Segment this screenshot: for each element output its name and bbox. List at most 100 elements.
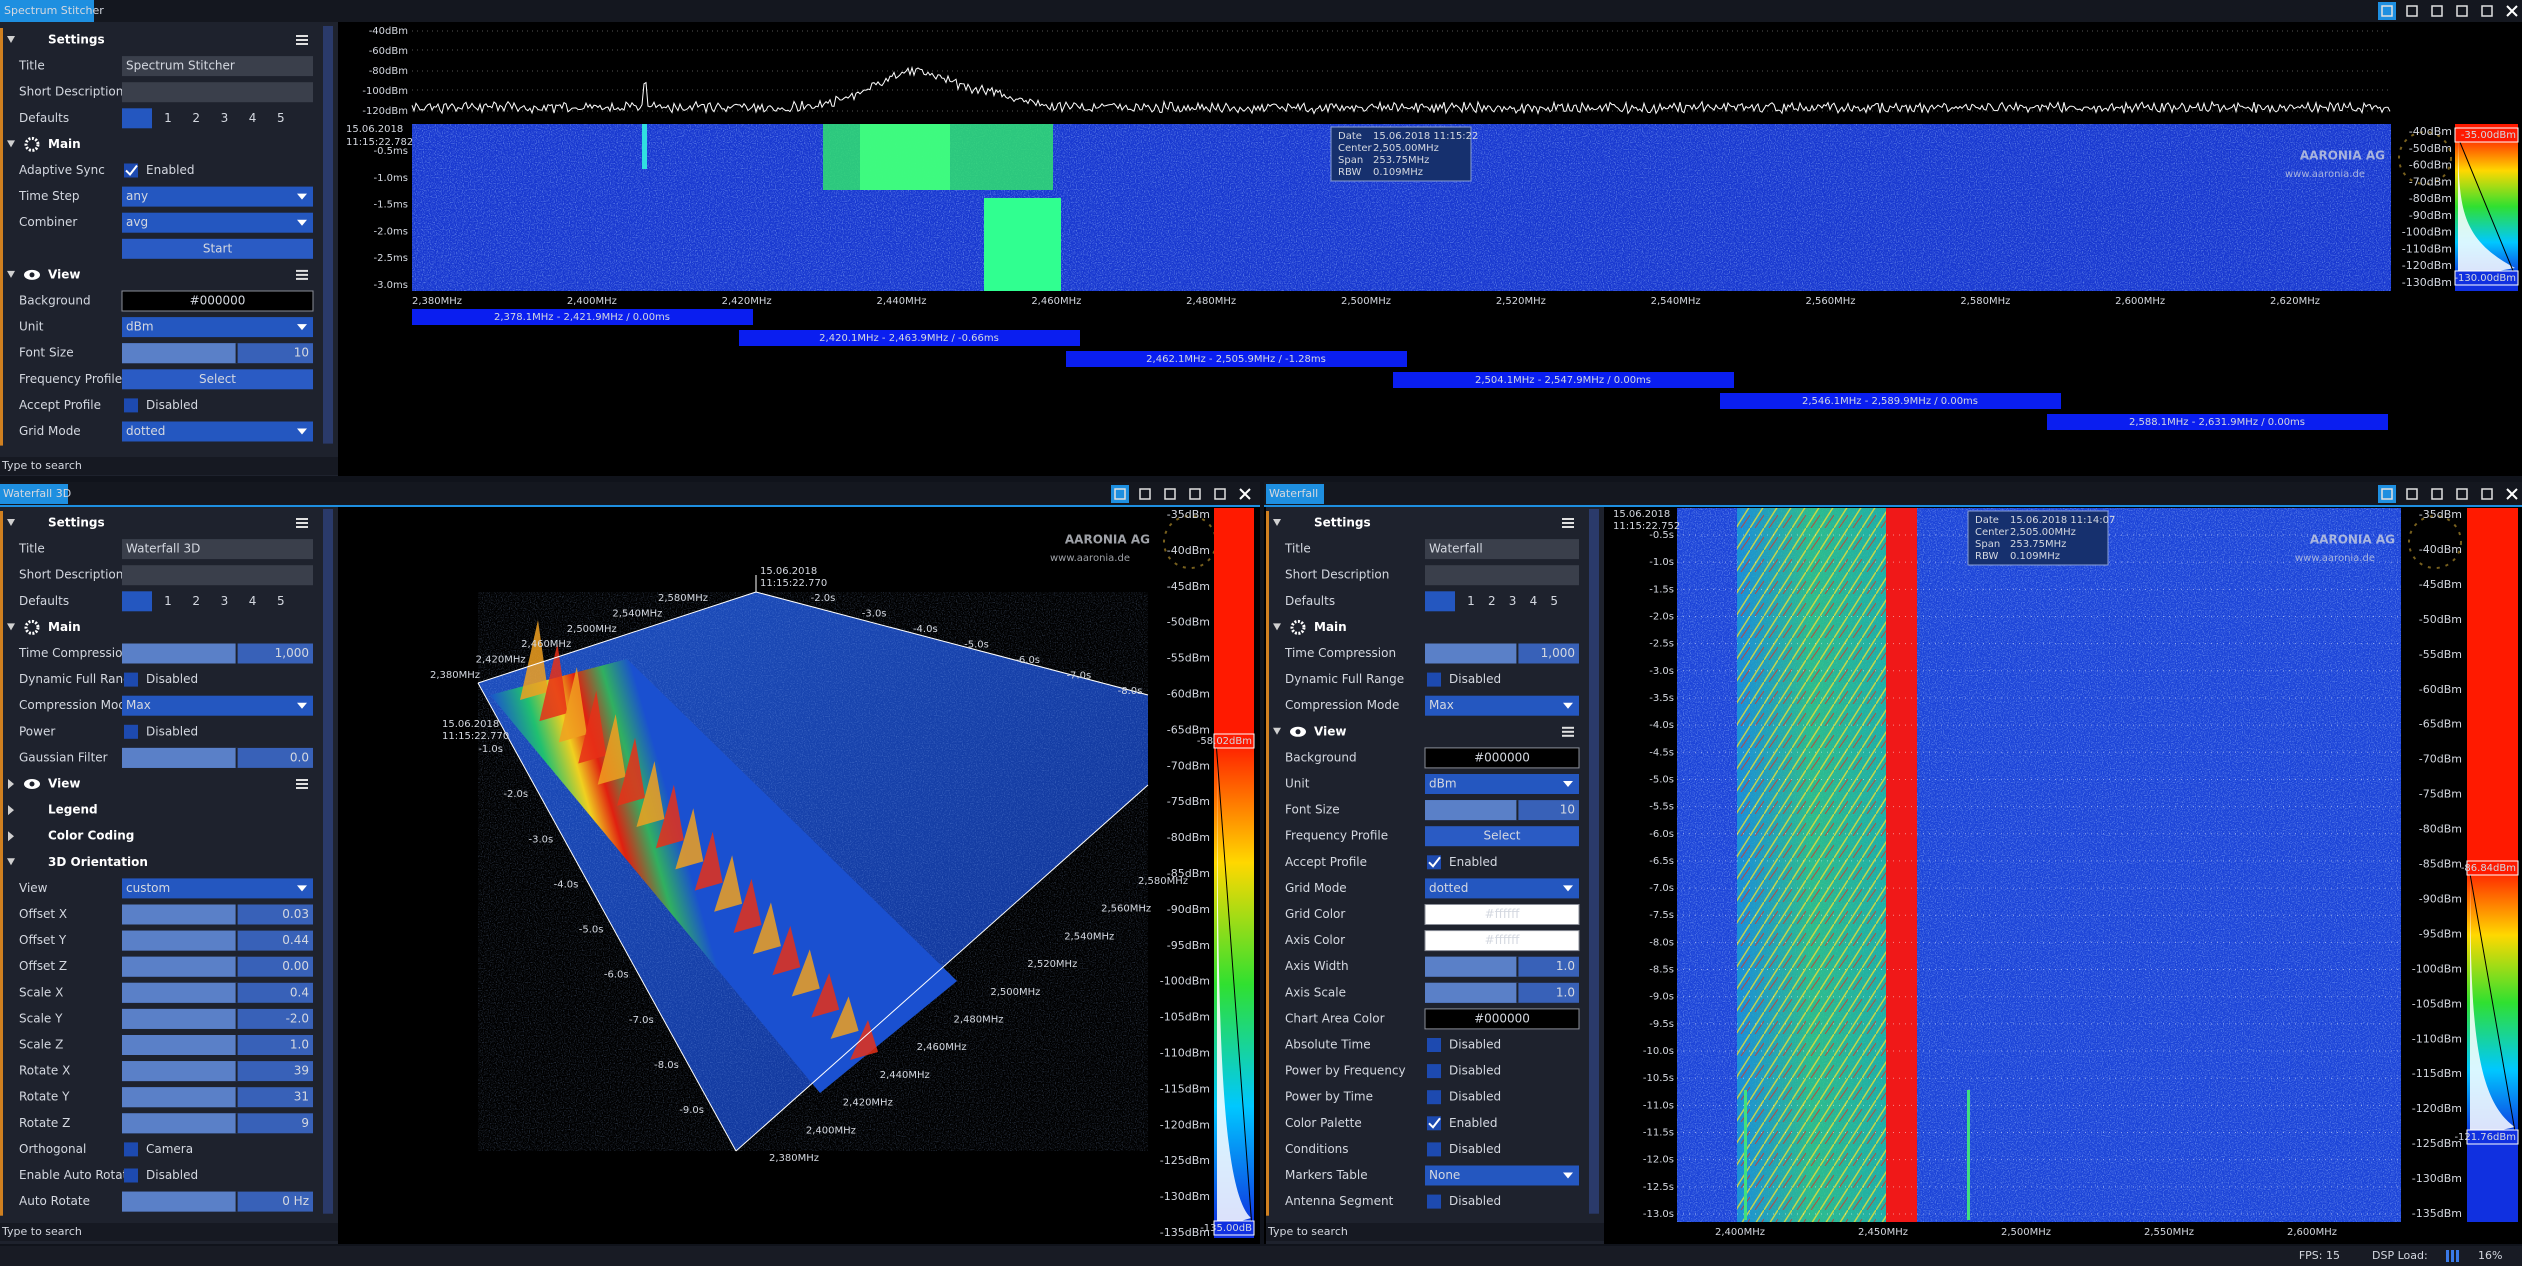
toolbar-icon[interactable] (2431, 5, 2443, 17)
level-marker[interactable] (2454, 270, 2519, 286)
menu-icon[interactable] (1562, 730, 1574, 733)
toolbar-icon[interactable] (1139, 488, 1151, 500)
dropdown[interactable] (122, 695, 313, 716)
dropdown[interactable] (122, 212, 313, 233)
text-field[interactable] (122, 82, 313, 103)
menu-icon[interactable] (296, 783, 308, 785)
level-marker[interactable] (1213, 1220, 1255, 1236)
menu-icon[interactable] (296, 518, 308, 520)
expand-arrow[interactable] (7, 519, 15, 526)
expand-arrow[interactable] (7, 858, 15, 866)
checkbox[interactable] (1427, 1064, 1441, 1079)
toolbar-icon[interactable] (2381, 488, 2393, 500)
menu-icon[interactable] (1562, 734, 1574, 737)
dropdown[interactable] (1425, 878, 1579, 899)
toolbar-icon[interactable] (1189, 488, 1201, 500)
expand-arrow[interactable] (7, 36, 15, 43)
level-marker[interactable] (2454, 127, 2519, 143)
toolbar-active[interactable] (2378, 485, 2396, 503)
segment-bar[interactable] (412, 309, 753, 325)
menu-icon[interactable] (296, 43, 308, 45)
tab[interactable] (0, 0, 94, 22)
toolbar-icon[interactable] (2406, 5, 2418, 17)
segment-bar[interactable] (739, 330, 1080, 346)
expand-arrow[interactable] (1273, 727, 1281, 735)
color-field[interactable] (1424, 930, 1580, 952)
expand-arrow[interactable] (8, 779, 14, 789)
menu-icon[interactable] (1562, 518, 1574, 520)
menu-icon[interactable] (296, 269, 308, 272)
level-marker[interactable] (1213, 733, 1255, 749)
checkbox[interactable] (1427, 1090, 1441, 1105)
menu-icon[interactable] (296, 779, 308, 781)
menu-icon[interactable] (1562, 726, 1574, 729)
default-active[interactable] (1425, 591, 1455, 612)
search-box[interactable] (1266, 1223, 1604, 1241)
menu-icon[interactable] (296, 526, 308, 528)
text-field[interactable] (1425, 565, 1579, 586)
expand-arrow[interactable] (1273, 519, 1281, 526)
checkbox[interactable] (124, 672, 138, 687)
toolbar-icon[interactable] (2456, 5, 2468, 17)
default-active[interactable] (122, 591, 152, 612)
dropdown[interactable] (1425, 1165, 1579, 1186)
segment-bar[interactable] (1393, 372, 1734, 388)
toolbar-icon[interactable] (2481, 488, 2493, 500)
segment-bar[interactable] (2047, 414, 2388, 430)
toolbar-icon[interactable] (2456, 488, 2468, 500)
checkbox[interactable] (124, 163, 138, 178)
button[interactable] (1425, 826, 1579, 847)
toolbar-icon[interactable] (2406, 488, 2418, 500)
dropdown[interactable] (1425, 774, 1579, 794)
level-marker[interactable] (2466, 860, 2519, 876)
expand-arrow[interactable] (8, 831, 14, 842)
menu-icon[interactable] (1562, 522, 1574, 524)
menu-icon[interactable] (296, 522, 308, 524)
toolbar-icon[interactable] (2381, 5, 2393, 17)
dropdown[interactable] (122, 878, 313, 899)
toolbar-icon[interactable] (2481, 5, 2493, 17)
close-icon[interactable] (2506, 488, 2518, 500)
segment-bar[interactable] (1720, 393, 2061, 409)
search-box[interactable] (0, 457, 338, 475)
checkbox[interactable] (1427, 855, 1441, 870)
default-active[interactable] (122, 108, 152, 129)
dropdown[interactable] (122, 186, 313, 207)
toolbar-active[interactable] (2378, 2, 2396, 20)
button[interactable] (122, 369, 313, 390)
color-field[interactable] (1424, 1008, 1580, 1030)
text-field[interactable] (1425, 539, 1579, 560)
checkbox[interactable] (124, 1168, 138, 1183)
expand-arrow[interactable] (7, 623, 15, 631)
text-field[interactable] (122, 539, 313, 560)
text-field[interactable] (122, 565, 313, 586)
expand-arrow[interactable] (1273, 623, 1281, 631)
checkbox[interactable] (124, 398, 138, 413)
close-icon[interactable] (1239, 488, 1251, 500)
menu-icon[interactable] (296, 35, 308, 37)
tab[interactable] (1266, 484, 1324, 504)
checkbox[interactable] (124, 724, 138, 739)
menu-icon[interactable] (296, 39, 308, 41)
checkbox[interactable] (1427, 1142, 1441, 1157)
expand-arrow[interactable] (8, 805, 14, 816)
toolbar-icon[interactable] (1114, 488, 1126, 500)
checkbox[interactable] (1427, 1116, 1441, 1131)
search-box[interactable] (0, 1223, 338, 1241)
dropdown[interactable] (122, 421, 313, 442)
button[interactable] (122, 238, 313, 259)
text-field[interactable] (122, 56, 313, 77)
toolbar-icon[interactable] (1164, 488, 1176, 500)
color-field[interactable] (1424, 904, 1580, 925)
dropdown[interactable] (1425, 695, 1579, 716)
menu-icon[interactable] (296, 277, 308, 280)
expand-arrow[interactable] (7, 140, 15, 148)
dropdown[interactable] (122, 317, 313, 338)
checkbox[interactable] (124, 1142, 138, 1157)
segment-bar[interactable] (1066, 351, 1407, 367)
checkbox[interactable] (1427, 1194, 1441, 1209)
color-field[interactable] (121, 290, 314, 312)
tab[interactable] (0, 484, 68, 504)
menu-icon[interactable] (296, 787, 308, 789)
toolbar-icon[interactable] (2431, 488, 2443, 500)
